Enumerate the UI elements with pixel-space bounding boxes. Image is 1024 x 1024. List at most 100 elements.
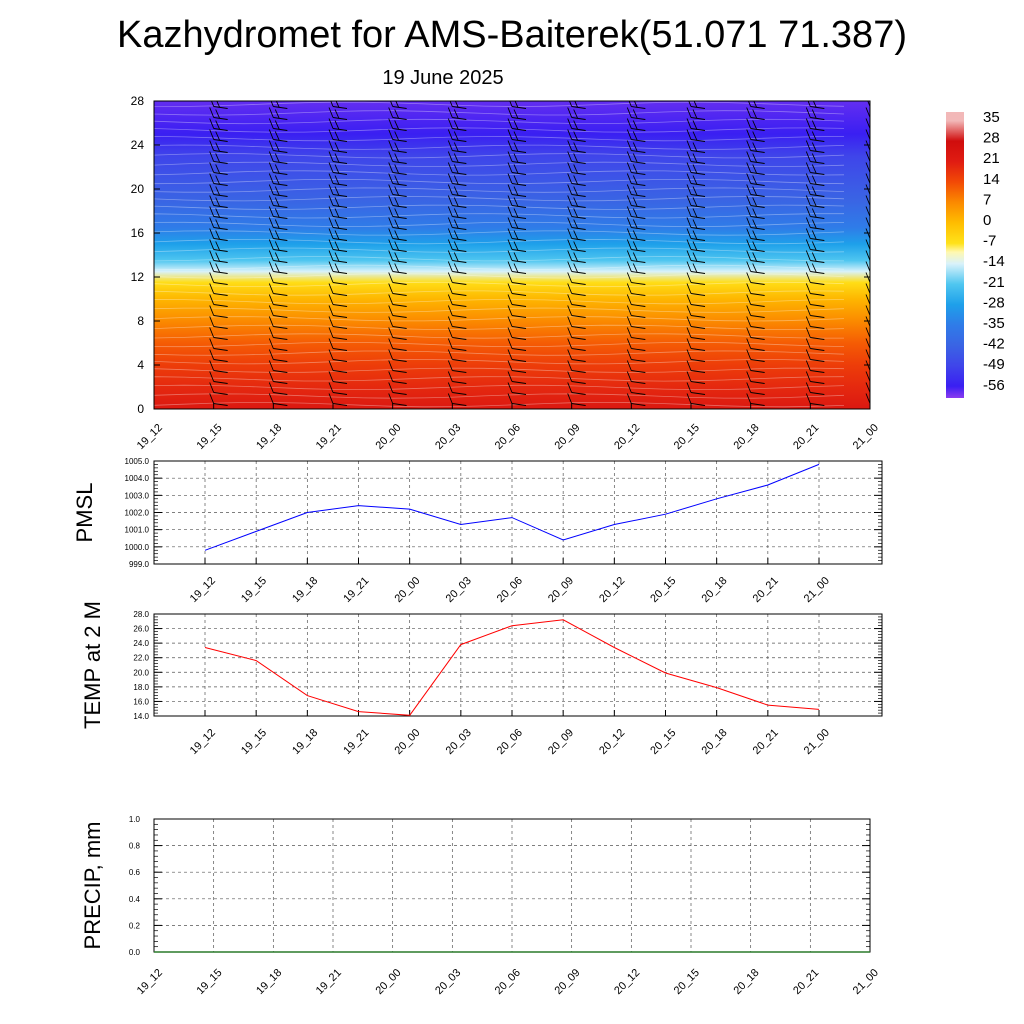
wind-barb-shaft xyxy=(571,403,586,406)
wind-barb-flag xyxy=(811,208,817,218)
wind-barb-shaft xyxy=(213,139,228,142)
wind-barb-shaft xyxy=(273,183,288,186)
wind-barb-flag xyxy=(872,220,876,229)
wind-barb-shaft xyxy=(810,150,825,153)
y-axis-label: PMSL xyxy=(72,483,97,543)
wind-barb-flag xyxy=(268,151,274,162)
colorbar-label: -21 xyxy=(983,274,1005,291)
wind-barb-flag xyxy=(872,176,876,185)
wind-barb-flag xyxy=(453,164,459,174)
y-tick-label: 24 xyxy=(131,138,145,152)
wind-barb-flag xyxy=(632,153,638,163)
wind-barb-flag xyxy=(507,239,513,250)
wind-barb-shaft xyxy=(690,194,706,197)
colorbar-label: -7 xyxy=(983,233,996,250)
wind-barb-flag xyxy=(328,360,334,371)
wind-barb-flag xyxy=(812,101,817,108)
wind-barb-shaft xyxy=(392,392,407,395)
wind-barb-flag xyxy=(626,173,632,184)
wind-barb-shaft xyxy=(869,150,870,151)
wind-barb-flag xyxy=(209,173,215,184)
wind-barb-flag xyxy=(507,217,513,228)
series-line xyxy=(204,619,820,716)
wind-barb-shaft xyxy=(332,227,348,230)
wind-barb-flag xyxy=(686,140,692,151)
wind-barb-flag xyxy=(453,186,459,196)
wind-barb-flag xyxy=(447,129,453,140)
wind-barb-flag xyxy=(328,228,334,239)
x-tick-label: 20_03 xyxy=(444,727,474,757)
wind-barb-flag xyxy=(209,261,215,272)
wind-barb-shaft xyxy=(810,392,825,395)
wind-barb-flag xyxy=(746,316,752,327)
wind-barb-flag xyxy=(328,261,334,272)
wind-barb-flag xyxy=(209,140,215,151)
wind-barb-shaft xyxy=(511,150,527,153)
wind-barb-flag xyxy=(209,217,215,228)
wind-barb-shaft xyxy=(273,282,288,285)
wind-barb-shaft xyxy=(690,139,706,142)
wind-barb-flag xyxy=(692,120,698,130)
wind-barb-shaft xyxy=(631,128,646,131)
wind-barb-shaft xyxy=(273,150,288,153)
isotherm-line xyxy=(154,341,845,348)
wind-barb-flag xyxy=(328,272,334,283)
x-tick-label: 20_03 xyxy=(433,422,463,452)
wind-barb-shaft xyxy=(392,194,407,197)
wind-barb-flag xyxy=(686,349,692,360)
wind-barb-flag xyxy=(752,219,758,229)
wind-barb-flag xyxy=(573,175,579,185)
wind-barb-flag xyxy=(805,184,811,195)
wind-barb-flag xyxy=(805,217,811,228)
wind-barb-flag xyxy=(746,239,752,250)
wind-barb-shaft xyxy=(511,304,527,307)
wind-barb-flag xyxy=(215,131,221,141)
wind-barb-shaft xyxy=(750,172,765,175)
wind-barb-flag xyxy=(388,173,394,184)
x-tick-label: 21_00 xyxy=(802,727,832,757)
x-tick-label: 19_15 xyxy=(194,967,224,997)
wind-barb-flag xyxy=(388,305,394,316)
wind-barb-shaft xyxy=(392,271,407,274)
wind-barb-flag xyxy=(632,164,638,174)
wind-barb-flag xyxy=(811,252,817,262)
x-tick-label: 20_12 xyxy=(597,575,627,605)
isotherm-line xyxy=(154,170,845,176)
y-tick-label: 26.0 xyxy=(133,625,149,634)
wind-barb-flag xyxy=(686,184,692,195)
wind-barb-flag xyxy=(394,131,400,141)
wind-barb-shaft xyxy=(690,326,706,329)
wind-barb-flag xyxy=(805,162,811,173)
wind-barb-flag xyxy=(686,393,692,404)
wind-barb-flag xyxy=(865,294,870,305)
wind-barb-flag xyxy=(328,173,334,184)
y-axis-label: TEMP at 2 M xyxy=(80,601,105,729)
wind-barb-flag xyxy=(567,327,573,338)
wind-barb-flag xyxy=(626,393,632,404)
y-tick-label: 28.0 xyxy=(133,610,149,619)
wind-barb-shaft xyxy=(690,370,706,373)
wind-barb-shaft xyxy=(810,205,825,208)
x-tick-label: 20_18 xyxy=(699,575,729,605)
wind-barb-flag xyxy=(274,131,280,141)
wind-barb-shaft xyxy=(452,117,467,120)
wind-barb-flag xyxy=(686,151,692,162)
wind-barb-flag xyxy=(274,197,280,207)
wind-barb-shaft xyxy=(750,117,765,120)
wind-barb-flag xyxy=(507,294,513,305)
wind-barb-flag xyxy=(388,382,394,393)
wind-barb-shaft xyxy=(869,359,870,360)
wind-barb-shaft xyxy=(392,183,407,186)
x-tick-label: 19_12 xyxy=(135,967,165,997)
isotherm-line xyxy=(154,230,845,236)
wind-barb-flag xyxy=(865,349,870,360)
wind-barb-flag xyxy=(805,316,811,327)
colorbar: 35 28 21 14 7 0 -7 -14 -21 -28 -35 -42 -49 -56 xyxy=(946,109,1005,398)
wind-barb-shaft xyxy=(273,139,288,142)
wind-barb-flag xyxy=(274,164,280,174)
wind-barb-shaft xyxy=(452,216,467,219)
wind-barb-shaft xyxy=(213,194,228,197)
wind-barb-shaft xyxy=(631,348,646,351)
wind-barb-flag xyxy=(388,294,394,305)
wind-barb-flag xyxy=(872,264,876,273)
